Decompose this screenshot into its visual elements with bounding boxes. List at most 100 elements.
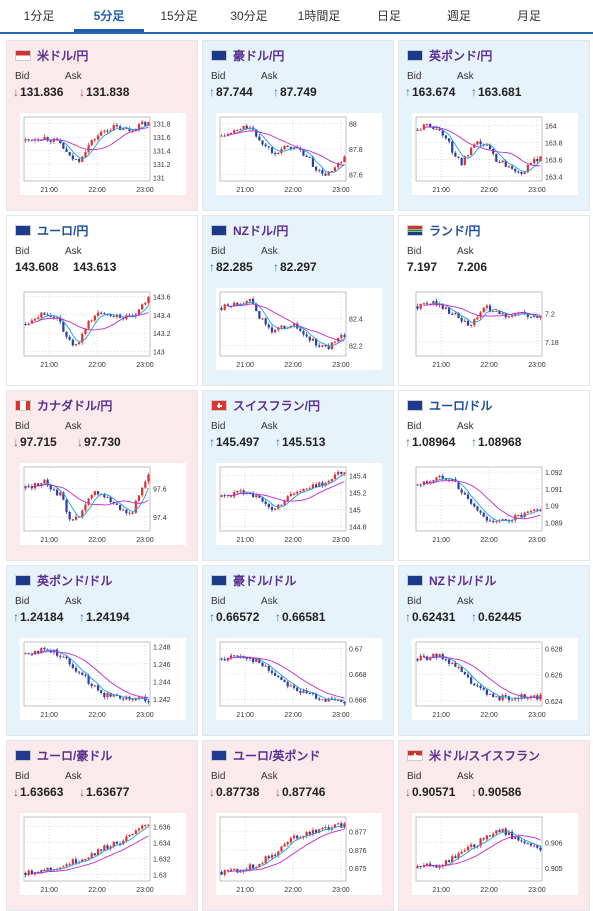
candle-body [59,139,62,144]
pair-name[interactable]: 豪ドル/円 [233,49,285,63]
pair-name[interactable]: ユーロ/円 [37,224,89,238]
candle-body [425,481,429,483]
candle-body [447,307,451,314]
rate-card[interactable]: 米ドル/スイスフラン Bid Ask ↓0.90571 ↓0.90586 0.906 0.9… [398,740,590,911]
tab-4[interactable]: 1時間足 [297,9,341,23]
ask-value: ↑0.66581 [275,610,325,624]
x-tick-label: 23:00 [332,362,350,369]
candle-body [223,135,226,137]
pair-name[interactable]: 英ポンド/円 [429,49,493,63]
rate-card[interactable]: ユーロ/豪ドル Bid Ask ↓1.63663 ↓1.63677 1.636 1.634 1… [6,740,198,911]
pair-name[interactable]: カナダドル/円 [37,399,113,413]
rate-card[interactable]: 英ポンド/ドル Bid Ask ↑1.24184 ↑1.24194 1.248 1.246 1… [6,565,198,736]
tab-0[interactable]: 1分足 [23,9,55,23]
candle-body [343,335,346,337]
ma-long-line [31,484,149,506]
ask-label: Ask [261,246,278,257]
pair-name[interactable]: ユーロ/ドル [429,399,493,413]
candle-body [476,506,479,511]
candle-body [251,298,255,304]
rate-card[interactable]: NZドル/円 Bid Ask ↑82.285 ↑82.297 82.4 82.2 21:00 2… [202,215,394,386]
candle-body [71,339,74,346]
rate-card[interactable]: NZドル/ドル Bid Ask ↑0.62431 ↑0.62445 0.628 0.626 0… [398,565,590,736]
candle-body [539,316,542,318]
candle-body [141,304,144,310]
candle-body [343,156,346,163]
rate-card[interactable]: ランド/円 Bid Ask 7.197 7.206 7.2 7.18 21:00 22:00 23… [398,215,590,386]
pair-name[interactable]: ユーロ/英ポンド [233,749,321,763]
candle-body [308,336,311,341]
up-arrow-icon: ↑ [209,610,215,624]
za-flag-icon [407,225,423,236]
candle-body [327,481,330,483]
bid-label: Bid [407,246,422,257]
candle-body [236,302,239,305]
tab-3[interactable]: 30分足 [230,9,268,23]
pair-name[interactable]: NZドル/円 [233,224,289,238]
candle-body [302,149,305,156]
rate-card[interactable]: スイスフラン/円 Bid Ask ↑145.497 ↑145.513 145.4 145.2… [202,390,394,561]
pair-name[interactable]: 米ドル/スイスフラン [429,749,540,763]
x-tick-label: 23:00 [528,537,546,544]
candle-body [147,122,150,126]
down-arrow-icon: ↓ [209,785,215,799]
candle-body [337,163,340,168]
rate-card[interactable]: ユーロ/英ポンド Bid Ask ↓0.87738 ↓0.87746 0.877 0.876… [202,740,394,911]
ask-value-text: 97.730 [84,435,121,449]
ma-long-line [423,303,541,317]
candle-body [466,674,470,678]
rate-card[interactable]: 豪ドル/円 Bid Ask ↑87.744 ↑87.749 88 87.8 87.6 21:00… [202,40,394,211]
candle-body [106,692,109,698]
tab-2[interactable]: 15分足 [160,9,198,23]
ma-short-line [234,824,345,872]
candle-body [479,838,482,846]
pair-name[interactable]: スイスフラン/円 [233,399,320,413]
candle-body [52,649,56,653]
pair-name[interactable]: ランド/円 [429,224,481,238]
bid-value: ↑0.66572 [209,610,259,624]
candle-body [277,675,280,678]
candle-body [520,694,523,700]
candle-body [457,312,460,318]
rate-card[interactable]: カナダドル/円 Bid Ask ↓97.715 ↓97.730 97.6 97.4 21:00… [6,390,198,561]
pair-name[interactable]: ユーロ/豪ドル [37,749,113,763]
candle-body [245,869,248,871]
candle-body [128,512,131,514]
rate-card[interactable]: ユーロ/ドル Bid Ask ↑1.08964 ↑1.08968 1.092 1.091 1.… [398,390,590,561]
candle-body [473,844,476,847]
up-arrow-icon: ↑ [471,85,477,99]
y-tick-label: 143.2 [153,331,171,338]
y-tick-label: 163.4 [545,175,563,182]
bid-label: Bid [211,71,226,82]
tab-7[interactable]: 月足 [516,9,541,23]
rate-card[interactable]: 豪ドル/ドル Bid Ask ↑0.66572 ↑0.66581 0.67 0.668 0.6… [202,565,394,736]
candle-body [539,509,542,511]
ca-flag-icon [15,400,31,411]
candle-body [523,172,526,174]
candle-body [267,504,270,508]
candle-body [27,485,30,487]
candle-body [305,334,308,337]
pair-name[interactable]: NZドル/ドル [429,574,497,588]
pair-name[interactable]: 豪ドル/ドル [233,574,297,588]
candle-body [30,654,33,656]
bid-value-text: 0.66572 [216,610,260,624]
candle-body [314,166,318,171]
candle-body [488,835,492,837]
candle-body [103,493,106,498]
pair-name[interactable]: 英ポンド/ドル [37,574,113,588]
tab-5[interactable]: 日足 [376,9,401,23]
bid-value: 7.197 [407,260,437,274]
candle-body [229,133,233,135]
price-chart: 1.636 1.634 1.632 1.63 21:00 22:00 23:00 [20,813,186,895]
tab-6[interactable]: 週足 [446,9,471,23]
rate-card[interactable]: 米ドル/円 Bid Ask ↓131.836 ↓131.838 131.8 131.6 131… [6,40,198,211]
candle-body [302,331,305,335]
up-arrow-icon: ↑ [209,85,215,99]
pair-name[interactable]: 米ドル/円 [37,49,89,63]
tab-1[interactable]: 5分足 [74,0,144,32]
usch-flag-icon [407,750,423,761]
candle-body [100,849,103,851]
rate-card[interactable]: 英ポンド/円 Bid Ask ↑163.674 ↑163.681 164 163.8 163.… [398,40,590,211]
rate-card[interactable]: ユーロ/円 Bid Ask 143.608 143.613 143.6 143.4 143.2… [6,215,198,386]
